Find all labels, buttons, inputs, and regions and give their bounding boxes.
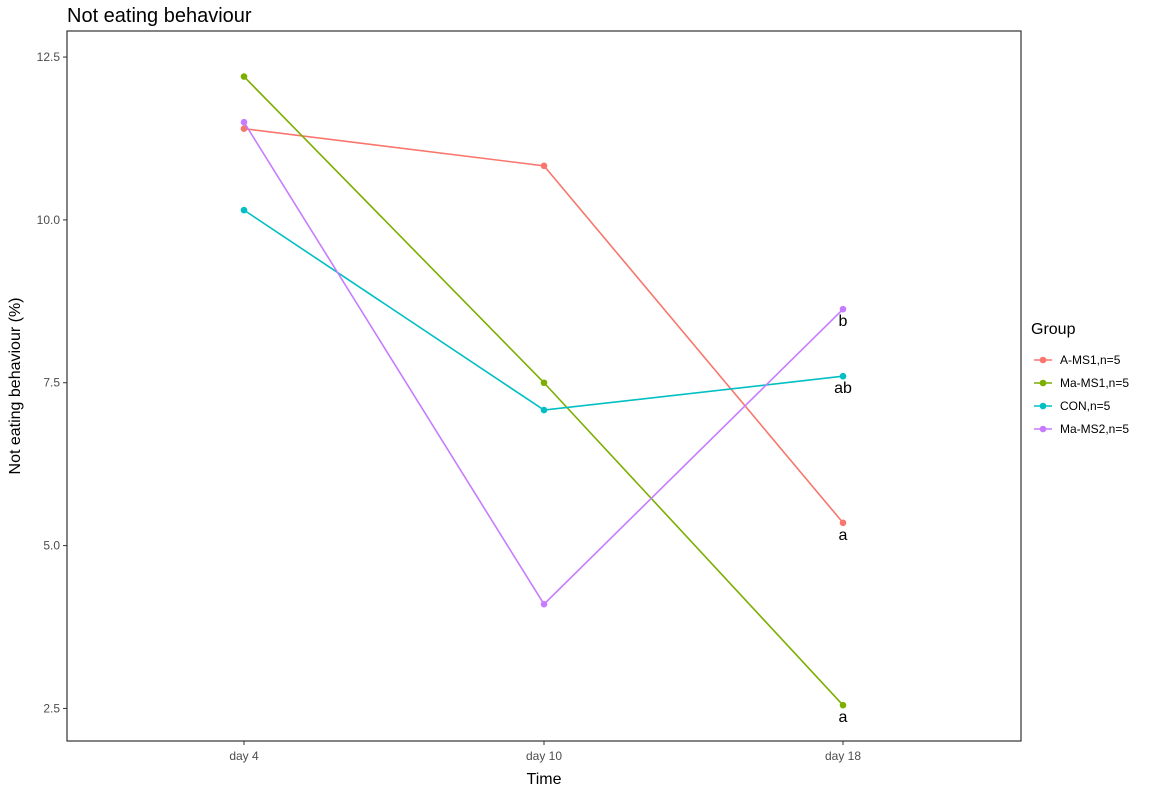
x-tick-label: day 10 bbox=[526, 749, 562, 763]
legend-key-point bbox=[1039, 379, 1047, 387]
data-point bbox=[540, 406, 548, 414]
data-point bbox=[839, 701, 847, 709]
data-point bbox=[540, 162, 548, 170]
y-axis-title: Not eating behaviour (%) bbox=[7, 298, 24, 475]
significance-label: a bbox=[839, 527, 848, 544]
legend-label: A-MS1,n=5 bbox=[1060, 353, 1121, 367]
annotation-layer: b ab a a bbox=[834, 313, 852, 726]
significance-label: b bbox=[839, 313, 848, 330]
x-axis-title: Time bbox=[527, 771, 562, 788]
data-point bbox=[839, 519, 847, 527]
chart-title: Not eating behaviour bbox=[67, 5, 252, 27]
y-tick-label: 10.0 bbox=[37, 213, 61, 227]
data-point bbox=[839, 305, 847, 313]
data-point bbox=[540, 379, 548, 387]
y-axis: 2.5 5.0 7.5 10.0 12.5 bbox=[37, 50, 67, 715]
x-tick-label: day 18 bbox=[825, 749, 861, 763]
data-point bbox=[240, 125, 248, 133]
data-point bbox=[540, 600, 548, 608]
legend: Group A-MS1,n=5 Ma-MS1,n=5 CON,n=5 Ma-MS2,n… bbox=[1031, 321, 1129, 436]
legend-title: Group bbox=[1031, 321, 1076, 338]
series-layer bbox=[240, 73, 847, 709]
significance-label: ab bbox=[834, 380, 852, 397]
x-tick-label: day 4 bbox=[229, 749, 259, 763]
y-tick-label: 12.5 bbox=[37, 50, 61, 64]
legend-label: CON,n=5 bbox=[1060, 399, 1111, 413]
data-point bbox=[240, 206, 248, 214]
data-point bbox=[240, 118, 248, 126]
legend-key-point bbox=[1039, 402, 1047, 410]
legend-key-point bbox=[1039, 356, 1047, 364]
significance-label: a bbox=[839, 709, 848, 726]
legend-label: Ma-MS2,n=5 bbox=[1060, 422, 1129, 436]
legend-label: Ma-MS1,n=5 bbox=[1060, 376, 1129, 390]
legend-key-point bbox=[1039, 425, 1047, 433]
y-tick-label: 5.0 bbox=[43, 539, 60, 553]
x-axis: day 4 day 10 day 18 bbox=[229, 741, 861, 763]
y-tick-label: 2.5 bbox=[43, 701, 60, 715]
y-tick-label: 7.5 bbox=[43, 376, 60, 390]
data-point bbox=[240, 73, 248, 80]
data-point bbox=[839, 372, 847, 380]
